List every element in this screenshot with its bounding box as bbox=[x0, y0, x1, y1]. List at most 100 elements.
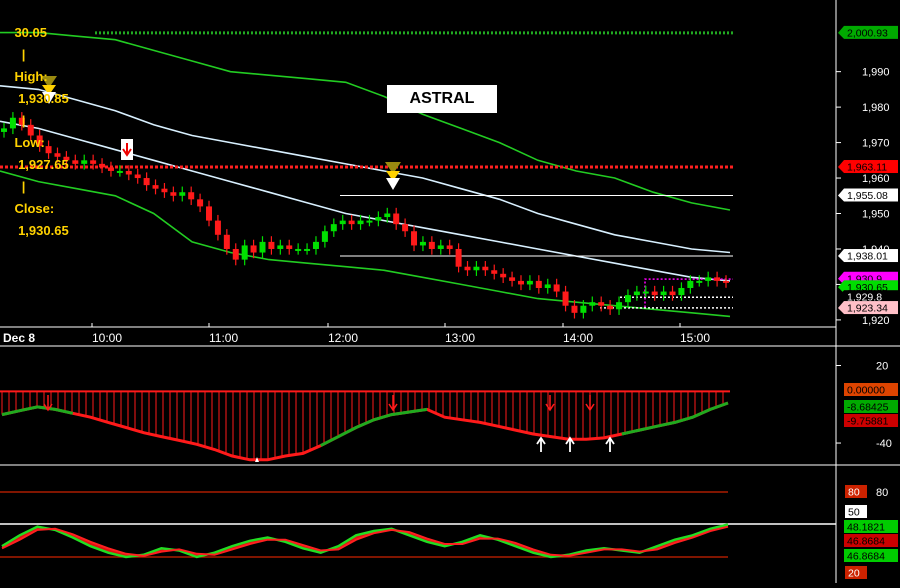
time-tick-label: 10:00 bbox=[92, 331, 122, 345]
candle-body bbox=[206, 206, 213, 221]
candle-body bbox=[571, 305, 578, 313]
stoch-tag-bg bbox=[844, 520, 898, 533]
candle-body bbox=[446, 245, 453, 249]
astral-annotation: ASTRAL bbox=[387, 85, 497, 113]
price-tag-pointer bbox=[838, 25, 844, 39]
candle-body bbox=[232, 248, 239, 260]
oscillator-line-up bbox=[320, 407, 428, 447]
stoch-tag-label: 20 bbox=[848, 568, 860, 580]
candle-body bbox=[188, 192, 195, 200]
stoch-tag: 50 bbox=[845, 505, 867, 519]
candle-body bbox=[63, 156, 70, 161]
candle-body bbox=[143, 178, 150, 186]
band-inner-lower bbox=[0, 120, 731, 282]
candle-body bbox=[714, 277, 721, 281]
sell-arrow-icon bbox=[122, 143, 132, 157]
oscillator-tag: -8.68425 bbox=[844, 400, 898, 414]
price-tag-label: 2,000.93 bbox=[847, 27, 888, 39]
stoch-tag-label: 46.8684 bbox=[847, 536, 885, 548]
signal-triangle-marker bbox=[385, 162, 401, 174]
candle-body bbox=[339, 220, 346, 225]
candle-body bbox=[304, 248, 311, 251]
signal-triangle-marker bbox=[386, 171, 400, 181]
price-tag-bg bbox=[844, 249, 898, 263]
candle-body bbox=[723, 280, 729, 283]
candle-body bbox=[642, 291, 649, 294]
magenta-level-line bbox=[644, 278, 733, 308]
time-tick-label: 13:00 bbox=[445, 331, 475, 345]
signal-triangle-marker bbox=[42, 85, 56, 95]
price-tag: 1,938.01 bbox=[838, 249, 898, 263]
candle-body bbox=[259, 241, 266, 253]
candle-body bbox=[18, 117, 25, 125]
candle-body bbox=[321, 231, 328, 242]
osc-tag-label: 0.00000 bbox=[847, 385, 885, 397]
candle-body bbox=[214, 220, 221, 235]
osc-tag-bg bbox=[844, 400, 898, 413]
candle-body bbox=[517, 280, 524, 285]
candle-body bbox=[660, 291, 667, 296]
price-tag-bg bbox=[844, 301, 898, 315]
candle-body bbox=[393, 213, 400, 225]
separator: | bbox=[21, 113, 26, 128]
candle-body bbox=[152, 185, 159, 189]
stoch-tag-bg bbox=[845, 566, 867, 579]
candle-body bbox=[633, 291, 640, 296]
candle-body bbox=[116, 170, 123, 173]
candle-body bbox=[45, 146, 52, 154]
candle-body bbox=[624, 295, 631, 303]
signal-triangle-marker bbox=[386, 178, 400, 190]
candle-body bbox=[223, 234, 230, 249]
price-tag-label: 1,929.8 bbox=[847, 292, 882, 304]
candle-body bbox=[250, 245, 257, 253]
candle-body bbox=[428, 241, 435, 249]
osc-tag-label: -9.75881 bbox=[847, 416, 889, 428]
candle-body bbox=[27, 124, 34, 136]
candle-body bbox=[197, 199, 204, 207]
high-value: 1,930.85 bbox=[18, 91, 69, 106]
osc-tag-label: -8.68425 bbox=[847, 402, 889, 414]
candle-body bbox=[402, 224, 409, 232]
candle-body bbox=[99, 163, 106, 168]
candle-body bbox=[651, 291, 658, 296]
price-tag-pointer bbox=[838, 271, 844, 285]
candle-body bbox=[312, 241, 319, 249]
price-tag-pointer bbox=[838, 188, 844, 202]
stoch-tag-label: 80 bbox=[848, 487, 860, 499]
candle-body bbox=[526, 280, 533, 285]
candle-body bbox=[268, 241, 275, 249]
candle-body bbox=[491, 270, 498, 274]
open-value: 30.05 bbox=[14, 25, 47, 40]
price-tag-pointer bbox=[838, 301, 844, 315]
candle-body bbox=[286, 245, 293, 249]
down-arrow-icon bbox=[388, 395, 398, 412]
stoch-tag: 80 bbox=[845, 485, 867, 499]
candles bbox=[1, 112, 729, 319]
stoch-tag: 46.8684 bbox=[844, 549, 898, 563]
down-arrow-icon bbox=[585, 395, 595, 412]
candle-body bbox=[589, 302, 596, 306]
price-tag-bg bbox=[844, 290, 898, 304]
stoch-tag: 20 bbox=[845, 566, 867, 580]
price-tag-label: 1,923.34 bbox=[847, 303, 888, 315]
candle-body bbox=[669, 291, 676, 296]
low-value: 1,927.65 bbox=[18, 157, 69, 172]
down-arrow-icon bbox=[545, 395, 555, 412]
price-tag-label: 1,955.08 bbox=[847, 190, 888, 202]
separator: | bbox=[21, 179, 26, 194]
candle-body bbox=[295, 248, 302, 251]
candle-body bbox=[357, 220, 364, 225]
up-arrow-icon bbox=[605, 436, 615, 452]
price-tag-pointer bbox=[838, 280, 844, 294]
stoch-tag-bg bbox=[845, 505, 867, 518]
price-tag-label: 1,938.01 bbox=[847, 251, 888, 263]
candle-body bbox=[678, 287, 685, 296]
stoch-tag-label: 46.8684 bbox=[847, 551, 885, 563]
candle-body bbox=[330, 224, 337, 232]
candle-body bbox=[107, 167, 114, 171]
price-tick-label: 1,970 bbox=[862, 138, 890, 150]
candle-body bbox=[500, 273, 507, 278]
close-label: Close: bbox=[14, 201, 55, 216]
candle-body bbox=[580, 305, 587, 313]
